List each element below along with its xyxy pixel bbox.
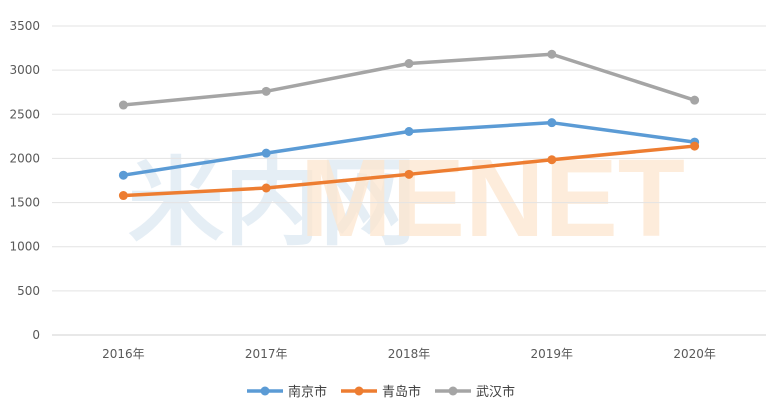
legend-item: 青岛市: [341, 384, 421, 400]
grid: [52, 25, 766, 336]
legend-swatch-marker: [448, 386, 458, 396]
series-2: [118, 141, 700, 201]
series-3: [118, 49, 700, 110]
y-axis: 0 500 1000 1500 2000 2500 3000 3500: [9, 19, 40, 342]
y-tick-label: 1500: [9, 196, 40, 210]
y-tick-label: 500: [17, 284, 40, 298]
data-point: [547, 49, 557, 59]
data-point: [404, 169, 414, 179]
data-point: [690, 95, 700, 105]
legend-swatch-marker: [260, 386, 270, 396]
y-tick-label: 2500: [9, 107, 40, 121]
data-point: [118, 100, 128, 110]
data-point: [261, 148, 271, 158]
watermark-en: MENET: [300, 137, 685, 260]
data-point: [261, 86, 271, 96]
series-group: [118, 49, 700, 201]
x-tick-label: 2018年: [388, 347, 431, 361]
y-tick-label: 1000: [9, 240, 40, 254]
legend: 南京市 青岛市 武汉市: [247, 384, 515, 400]
y-tick-label: 3000: [9, 63, 40, 77]
legend-label: 武汉市: [476, 384, 515, 400]
x-tick-label: 2019年: [531, 347, 574, 361]
y-tick-label: 2000: [9, 151, 40, 165]
data-point: [547, 155, 557, 165]
x-tick-label: 2016年: [102, 347, 145, 361]
data-point: [118, 191, 128, 201]
data-point: [547, 118, 557, 128]
legend-item: 武汉市: [435, 384, 515, 400]
x-tick-label: 2020年: [673, 347, 716, 361]
data-point: [404, 127, 414, 137]
data-point: [690, 141, 700, 151]
data-point: [261, 183, 271, 193]
legend-item: 南京市: [247, 384, 327, 400]
y-tick-label: 3500: [9, 19, 40, 33]
x-tick-label: 2017年: [245, 347, 288, 361]
data-point: [118, 170, 128, 180]
x-axis: 2016年 2017年 2018年 2019年 2020年: [102, 347, 716, 361]
y-tick-label: 0: [32, 328, 40, 342]
legend-label: 南京市: [288, 384, 327, 400]
data-point: [404, 59, 414, 69]
legend-label: 青岛市: [382, 384, 421, 400]
legend-swatch-marker: [354, 386, 364, 396]
